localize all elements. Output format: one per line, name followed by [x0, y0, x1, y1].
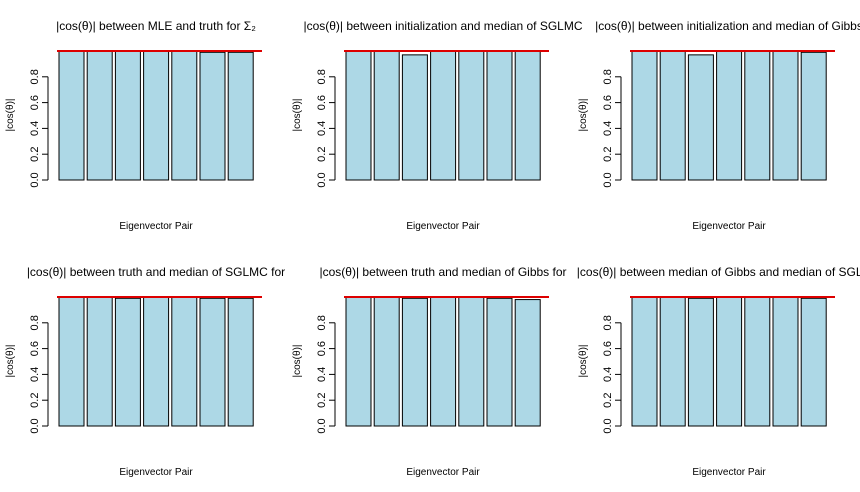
- x-axis-label: Eigenvector Pair: [406, 467, 480, 478]
- y-tick-label: 0.8: [29, 69, 41, 84]
- y-tick-label: 0.2: [316, 393, 328, 408]
- bar: [345, 50, 372, 181]
- bar: [458, 50, 485, 181]
- y-axis-label: |cos(θ)|: [292, 99, 303, 132]
- y-tick-label: 0.6: [602, 95, 614, 110]
- bar: [687, 54, 714, 181]
- y-tick-label: 0.4: [316, 121, 328, 136]
- y-tick-label: 0.0: [602, 418, 614, 433]
- y-tick-label: 0.4: [29, 121, 41, 136]
- panel-title: |cos(θ)| between MLE and truth for Σ₂: [56, 19, 256, 33]
- y-tick-label: 0.0: [29, 172, 41, 187]
- bar: [58, 296, 85, 427]
- y-tick-label: 0.8: [602, 315, 614, 330]
- y-tick-label: 0.2: [316, 147, 328, 162]
- y-axis-label: |cos(θ)|: [578, 345, 589, 378]
- x-axis-label: Eigenvector Pair: [119, 221, 193, 232]
- panel: |cos(θ)| between initialization and medi…: [578, 19, 860, 232]
- bar: [716, 50, 743, 181]
- bar: [659, 296, 686, 427]
- bar: [514, 299, 541, 427]
- panel-title: |cos(θ)| between median of Gibbs and med…: [577, 265, 860, 279]
- bar: [659, 50, 686, 181]
- y-tick-label: 0.6: [29, 95, 41, 110]
- y-tick-label: 0.6: [602, 341, 614, 356]
- y-tick-label: 0.8: [29, 315, 41, 330]
- y-tick-label: 0.2: [602, 393, 614, 408]
- bar: [199, 297, 226, 427]
- y-axis-label: |cos(θ)|: [578, 99, 589, 132]
- bar: [772, 50, 799, 181]
- y-tick-label: 0.4: [602, 121, 614, 136]
- bar: [800, 51, 827, 181]
- bar: [401, 297, 428, 427]
- bar: [86, 50, 113, 181]
- y-tick-label: 0.6: [316, 95, 328, 110]
- bar: [486, 297, 513, 427]
- panel-title: |cos(θ)| between truth and median of Gib…: [319, 265, 566, 279]
- bar: [458, 296, 485, 427]
- panel: |cos(θ)| between MLE and truth for Σ₂ Eig…: [5, 19, 262, 232]
- panel: |cos(θ)| between initialization and medi…: [292, 19, 583, 232]
- y-axis-label: |cos(θ)|: [5, 99, 16, 132]
- y-axis-label: |cos(θ)|: [292, 345, 303, 378]
- bar: [227, 51, 254, 181]
- bar: [631, 50, 658, 181]
- panel: |cos(θ)| between truth and median of Gib…: [292, 265, 567, 478]
- panel-title: |cos(θ)| between truth and median of SGL…: [27, 265, 285, 279]
- y-tick-label: 0.6: [29, 341, 41, 356]
- bar: [227, 297, 254, 427]
- bar: [772, 296, 799, 427]
- y-tick-label: 0.8: [316, 315, 328, 330]
- panel-title: |cos(θ)| between initialization and medi…: [303, 19, 582, 33]
- bar: [114, 50, 141, 181]
- bar: [143, 50, 170, 181]
- bar: [800, 297, 827, 427]
- bar: [86, 296, 113, 427]
- panel-title: |cos(θ)| between initialization and medi…: [595, 19, 860, 33]
- bar: [114, 297, 141, 427]
- y-tick-label: 0.0: [316, 418, 328, 433]
- x-axis-label: Eigenvector Pair: [119, 467, 193, 478]
- y-tick-label: 0.2: [602, 147, 614, 162]
- y-tick-label: 0.4: [29, 367, 41, 382]
- bar: [430, 296, 457, 427]
- bar: [373, 50, 400, 181]
- y-tick-label: 0.0: [602, 172, 614, 187]
- y-tick-label: 0.4: [316, 367, 328, 382]
- panel: |cos(θ)| between median of Gibbs and med…: [577, 265, 860, 478]
- x-axis-label: Eigenvector Pair: [692, 221, 766, 232]
- bar: [401, 54, 428, 181]
- bar: [199, 51, 226, 181]
- y-tick-label: 0.2: [29, 147, 41, 162]
- bar: [430, 50, 457, 181]
- y-axis-label: |cos(θ)|: [5, 345, 16, 378]
- y-tick-label: 0.0: [29, 418, 41, 433]
- bar: [631, 296, 658, 427]
- panel: |cos(θ)| between truth and median of SGL…: [5, 265, 285, 478]
- bar: [171, 50, 198, 181]
- x-axis-label: Eigenvector Pair: [692, 467, 766, 478]
- bar: [744, 50, 771, 181]
- bar: [171, 296, 198, 427]
- bar: [345, 296, 372, 427]
- x-axis-label: Eigenvector Pair: [406, 221, 480, 232]
- bar: [58, 50, 85, 181]
- bar: [486, 50, 513, 181]
- bar: [687, 297, 714, 427]
- y-tick-label: 0.8: [602, 69, 614, 84]
- bar: [744, 296, 771, 427]
- y-tick-label: 0.6: [316, 341, 328, 356]
- y-tick-label: 0.4: [602, 367, 614, 382]
- bar: [716, 296, 743, 427]
- y-tick-label: 0.2: [29, 393, 41, 408]
- y-tick-label: 0.0: [316, 172, 328, 187]
- bar: [514, 50, 541, 181]
- bar: [143, 296, 170, 427]
- y-tick-label: 0.8: [316, 69, 328, 84]
- bar: [373, 296, 400, 427]
